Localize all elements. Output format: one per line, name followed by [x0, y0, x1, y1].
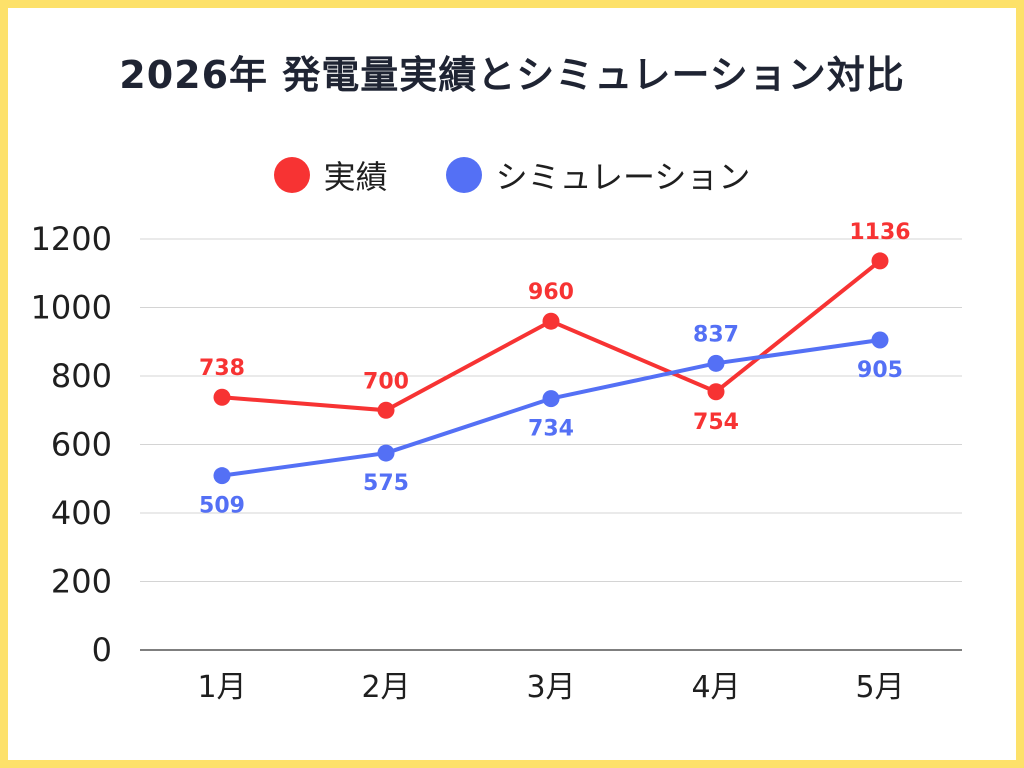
x-tick-label: 5月 [855, 670, 904, 705]
legend-item-actual[interactable]: 実績 [273, 152, 388, 198]
data-label-actual: 1136 [849, 220, 910, 245]
data-point-actual [377, 401, 395, 419]
data-point-actual [871, 252, 889, 270]
y-tick-label: 1000 [31, 289, 112, 327]
data-point-simulation [377, 444, 395, 462]
legend-marker-simulation [445, 157, 482, 193]
data-point-actual [213, 388, 231, 406]
series-line-simulation [220, 338, 882, 478]
legend-item-simulation[interactable]: シミュレーション [445, 152, 751, 198]
x-tick-label: 3月 [526, 670, 575, 705]
y-tick-label: 1200 [31, 220, 112, 258]
data-label-simulation: 905 [857, 358, 903, 383]
y-tick-label: 600 [51, 426, 112, 464]
data-point-simulation [871, 331, 889, 349]
data-label-actual: 738 [199, 356, 245, 381]
data-point-actual [542, 312, 560, 330]
x-tick-label: 1月 [197, 670, 246, 705]
data-label-actual: 754 [693, 410, 739, 435]
data-label-simulation: 509 [199, 494, 245, 519]
data-point-simulation [542, 390, 560, 408]
data-label-actual: 960 [528, 280, 574, 305]
data-label-actual: 700 [363, 369, 409, 394]
legend-marker-actual [273, 157, 310, 193]
x-tick-label: 2月 [361, 670, 410, 705]
data-point-actual [707, 383, 725, 401]
legend: 実績 シミュレーション [0, 152, 1024, 198]
data-label-simulation: 734 [528, 417, 574, 442]
y-tick-label: 800 [51, 357, 112, 395]
data-label-simulation: 575 [363, 471, 409, 496]
data-label-simulation: 837 [693, 322, 739, 347]
chart-title: 2026年 発電量実績とシミュレーション対比 [119, 53, 905, 97]
legend-label-simulation: シミュレーション [495, 158, 751, 196]
y-tick-label: 200 [51, 563, 112, 601]
legend-label-actual: 実績 [323, 158, 388, 196]
data-point-simulation [213, 467, 231, 485]
y-tick-label: 400 [51, 494, 112, 532]
x-tick-label: 4月 [691, 670, 740, 705]
data-point-simulation [707, 354, 725, 372]
y-tick-label: 0 [92, 631, 112, 669]
